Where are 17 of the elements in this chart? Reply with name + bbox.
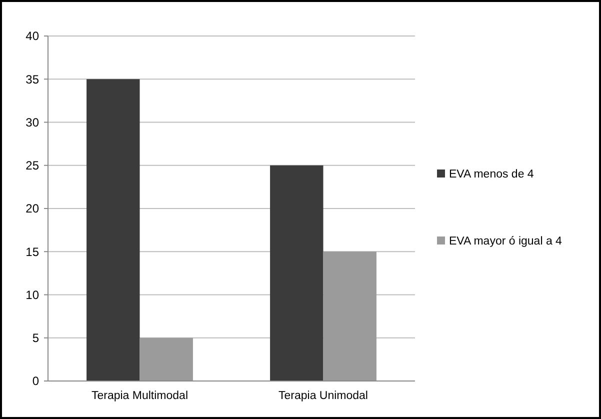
- y-tick-label: 30: [26, 115, 40, 130]
- y-tick-label: 5: [32, 331, 40, 346]
- x-tick-label: Terapia Multimodal: [91, 390, 188, 402]
- y-tick-label: 0: [32, 374, 40, 388]
- bar: [270, 165, 324, 381]
- legend-label: EVA mayor ó igual a 4: [449, 236, 563, 248]
- y-tick-label: 20: [26, 202, 40, 216]
- legend-label: EVA menos de 4: [449, 168, 534, 181]
- y-tick-label: 25: [26, 158, 40, 173]
- y-tick-label: 35: [26, 72, 40, 86]
- y-tick-label: 40: [26, 29, 40, 44]
- bar: [140, 338, 193, 381]
- y-tick-label: 15: [26, 244, 40, 259]
- y-tick-label: 10: [26, 288, 40, 302]
- bar: [86, 79, 140, 381]
- x-tick-label: Terapia Unimodal: [278, 390, 368, 402]
- bar: [323, 252, 376, 381]
